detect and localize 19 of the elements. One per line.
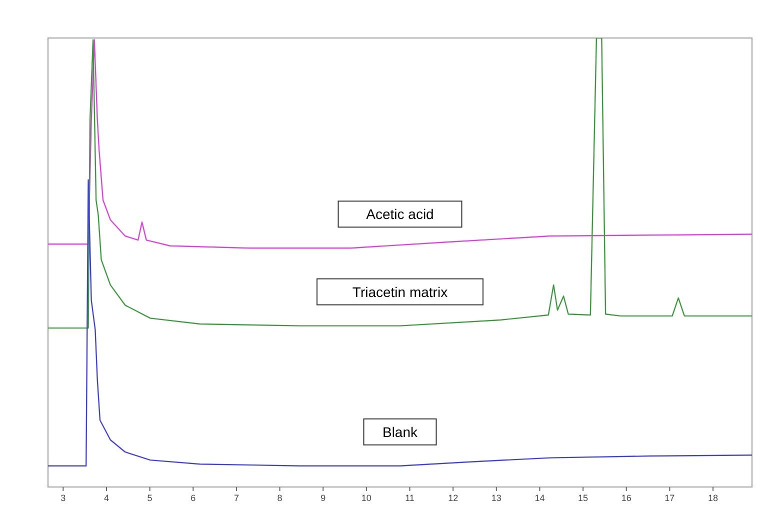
x-tick-label: 8 bbox=[277, 493, 282, 503]
x-tick-label: 6 bbox=[190, 493, 196, 503]
x-tick-label: 3 bbox=[60, 493, 66, 503]
x-tick-label: 5 bbox=[147, 493, 152, 503]
x-tick-label: 18 bbox=[708, 493, 718, 503]
series-label: Acetic acid bbox=[366, 206, 434, 222]
x-tick-label: 17 bbox=[664, 493, 675, 503]
x-tick-label: 4 bbox=[104, 493, 109, 503]
x-tick-label: 11 bbox=[405, 493, 414, 503]
x-tick-label: 12 bbox=[448, 493, 458, 503]
x-tick-label: 10 bbox=[361, 493, 372, 503]
x-tick-label: 9 bbox=[320, 493, 326, 503]
x-tick-label: 14 bbox=[534, 493, 545, 503]
x-tick-label: 15 bbox=[578, 493, 588, 503]
series-label: Blank bbox=[382, 424, 419, 440]
x-tick-label: 7 bbox=[234, 493, 239, 503]
series-label: Triacetin matrix bbox=[352, 284, 448, 300]
x-tick-label: 13 bbox=[491, 493, 502, 503]
x-tick-label: 16 bbox=[621, 493, 632, 503]
